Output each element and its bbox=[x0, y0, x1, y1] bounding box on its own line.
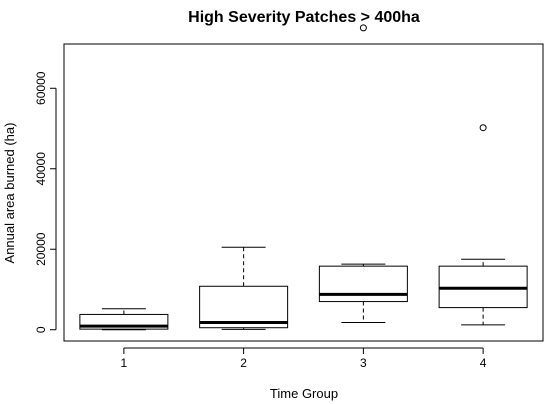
chart-title: High Severity Patches > 400ha bbox=[188, 9, 420, 26]
y-tick-label: 0 bbox=[34, 326, 48, 333]
y-axis: 0 20000 40000 60000 bbox=[34, 71, 57, 333]
boxes-layer bbox=[79, 24, 528, 331]
x-axis: 1 2 3 4 bbox=[121, 347, 487, 370]
box-iqr bbox=[199, 285, 289, 329]
x-tick-label: 2 bbox=[240, 356, 247, 370]
y-tick-label: 60000 bbox=[34, 71, 48, 105]
box-group-1 bbox=[79, 308, 169, 331]
plot-frame bbox=[63, 43, 544, 342]
y-tick-label: 40000 bbox=[34, 152, 48, 186]
x-axis-label: Time Group bbox=[270, 386, 338, 401]
x-tick-label: 4 bbox=[480, 356, 487, 370]
x-tick-label: 3 bbox=[360, 356, 367, 370]
y-axis-label: Annual area burned (ha) bbox=[2, 123, 17, 264]
box-iqr bbox=[318, 265, 408, 303]
box-group-4 bbox=[438, 124, 528, 326]
box-group-3 bbox=[318, 24, 408, 323]
x-tick-label: 1 bbox=[121, 356, 128, 370]
box-group-2 bbox=[199, 246, 289, 330]
outlier-point bbox=[359, 24, 367, 32]
y-tick-label: 20000 bbox=[34, 232, 48, 266]
outlier-point bbox=[479, 124, 487, 132]
